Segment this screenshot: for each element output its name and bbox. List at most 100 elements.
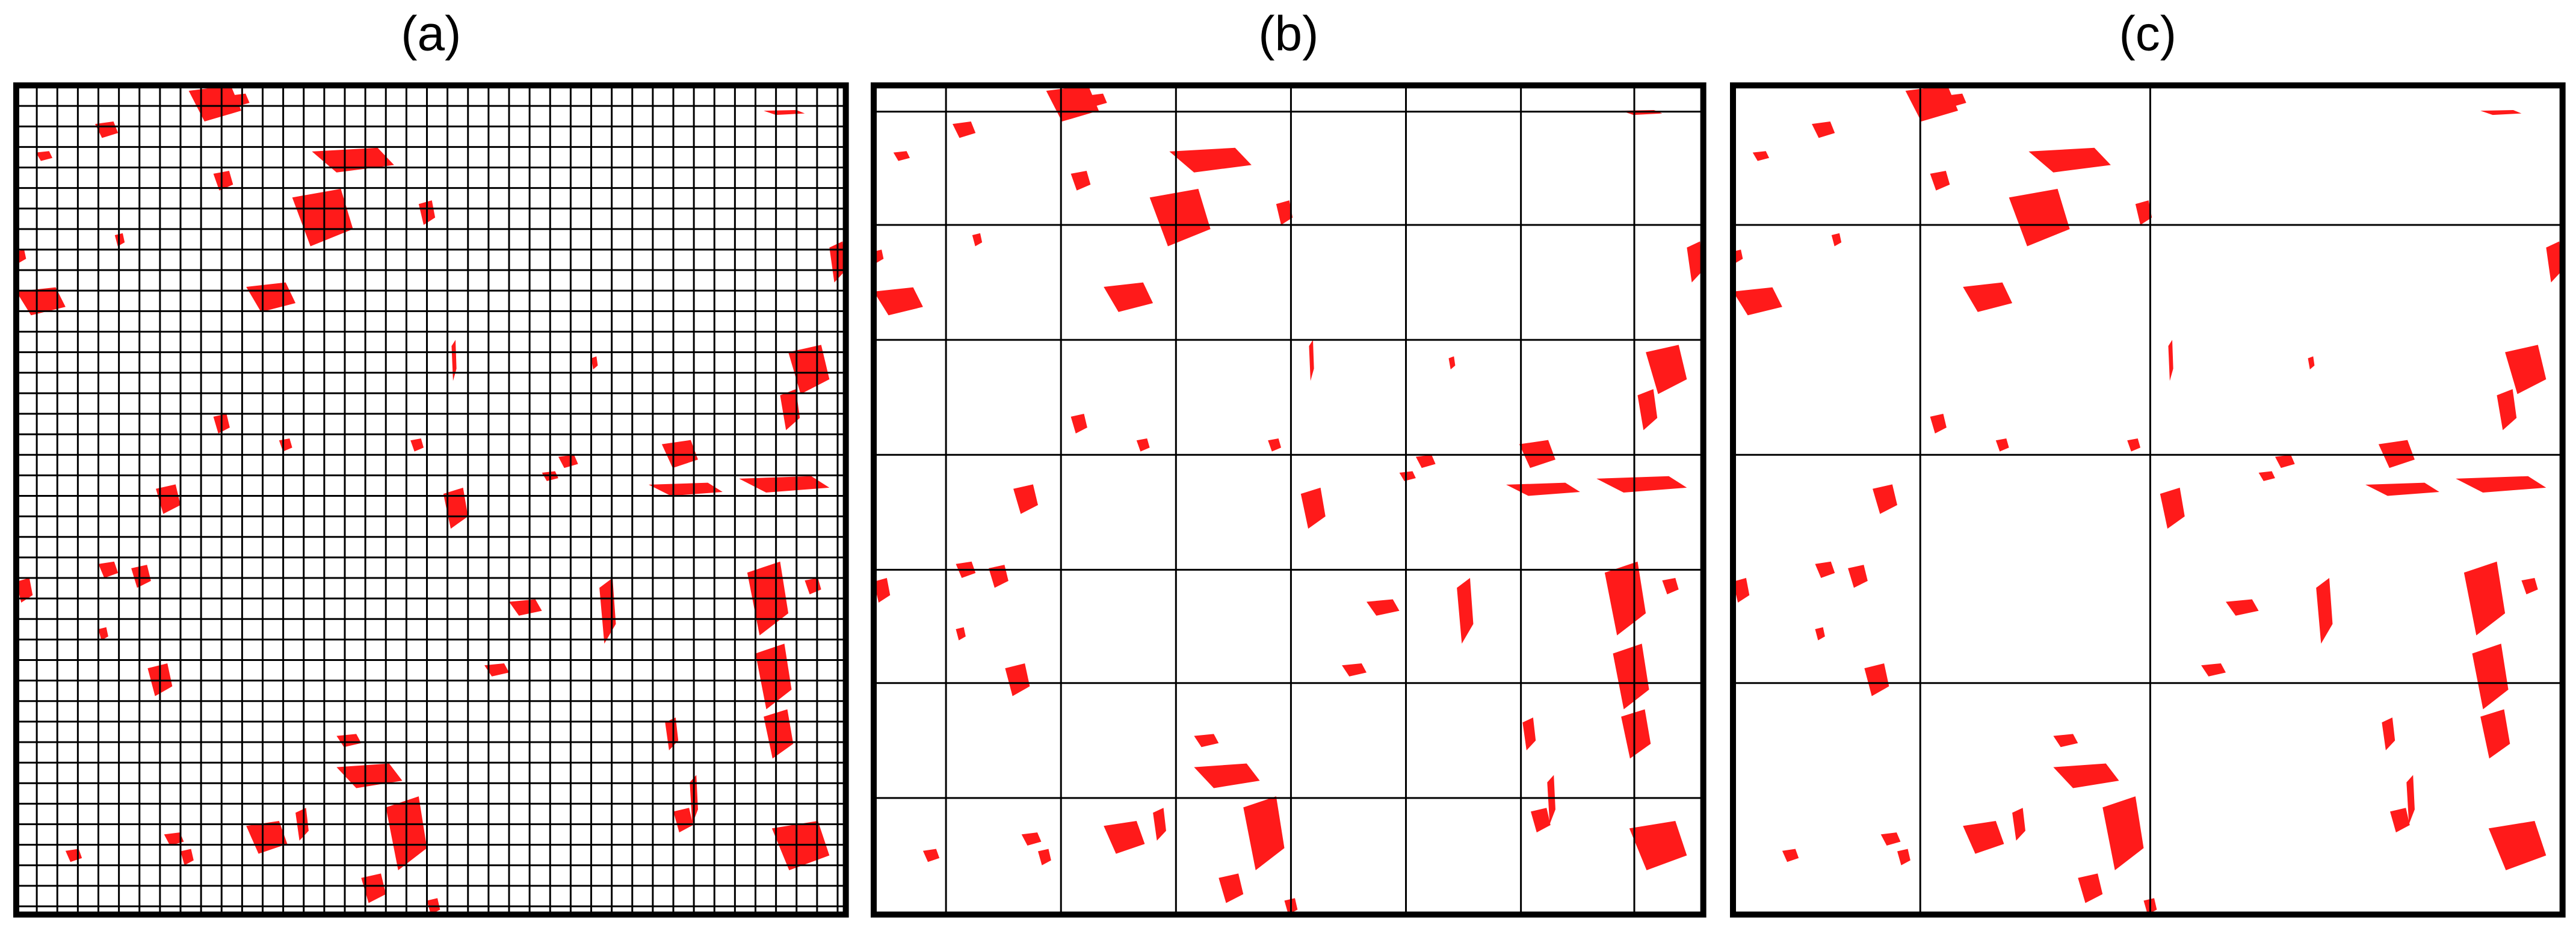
field-patch — [1963, 821, 2004, 854]
field-patch — [874, 578, 891, 603]
field-patch — [1194, 763, 1260, 788]
panel-background — [874, 85, 1703, 915]
field-patch — [2135, 200, 2152, 226]
panel-background — [1733, 85, 2563, 915]
field-patch — [1448, 356, 1456, 370]
field-patch — [558, 455, 578, 468]
field-patch — [1457, 578, 1474, 644]
panel-background — [16, 85, 846, 915]
field-patch — [1276, 200, 1293, 226]
field-patch — [336, 734, 362, 748]
panel-label: (c) — [2119, 7, 2177, 61]
panel-label: (b) — [1258, 7, 1318, 61]
field-patch — [1194, 734, 1219, 748]
field-patch — [2480, 709, 2510, 759]
field-patch — [1687, 241, 1703, 283]
field-patch — [98, 627, 108, 641]
field-patch — [2497, 389, 2517, 431]
field-patch — [1613, 644, 1649, 710]
field-patch — [2480, 109, 2522, 115]
field-patch — [956, 627, 966, 641]
panel-border — [1730, 82, 2566, 918]
field-patch — [410, 438, 424, 452]
field-patch — [922, 849, 940, 862]
field-patch — [1038, 849, 1051, 865]
field-patch — [2382, 717, 2395, 751]
field-patch — [2390, 808, 2410, 833]
field-patch — [2127, 438, 2141, 452]
field-patch — [780, 389, 800, 431]
field-patch — [1812, 121, 1835, 138]
field-patch — [2258, 471, 2275, 481]
field-patch — [1815, 561, 1835, 578]
field-patch — [2160, 487, 2185, 529]
field-patch — [1604, 561, 1646, 636]
field-patch — [509, 599, 542, 616]
field-patch — [1880, 832, 1901, 846]
panel: (a) — [13, 7, 849, 918]
field-patch — [1662, 578, 1679, 595]
field-patch — [484, 663, 509, 677]
panel-label: (a) — [401, 7, 461, 61]
field-patch — [181, 849, 194, 865]
field-patch — [292, 188, 353, 247]
field-patch — [1629, 821, 1687, 870]
field-patch — [2102, 796, 2144, 870]
field-patch — [739, 476, 830, 493]
field-patch — [1752, 151, 1770, 161]
field-patch — [1070, 170, 1091, 191]
field-patch — [156, 484, 181, 514]
field-patch — [1897, 849, 1910, 865]
field-patch — [1342, 663, 1367, 677]
field-patch — [1243, 796, 1285, 870]
field-patch — [874, 287, 923, 316]
field-patch — [1104, 821, 1145, 854]
field-patch — [1522, 717, 1536, 751]
field-patch — [1309, 340, 1314, 381]
field-patch — [2521, 578, 2538, 595]
field-patch — [764, 109, 805, 115]
field-patch — [1219, 873, 1244, 903]
field-patch — [1815, 627, 1825, 641]
field-patch — [2365, 482, 2439, 496]
field-patch — [312, 147, 394, 173]
field-patch — [2201, 663, 2226, 677]
field-patch — [2472, 644, 2509, 710]
field-patch — [2275, 455, 2295, 468]
field-patch — [1104, 282, 1154, 312]
field-patch — [2316, 578, 2333, 644]
field-patch — [1646, 345, 1687, 395]
field-patch — [591, 356, 598, 370]
field-patch — [2078, 873, 2103, 903]
field-patch — [229, 93, 250, 107]
field-patch — [131, 565, 151, 588]
field-patch — [2012, 808, 2025, 841]
field-patch — [1021, 832, 1042, 846]
field-patch — [164, 832, 184, 846]
field-patch — [36, 151, 53, 161]
field-patch — [1831, 233, 1842, 247]
field-patch — [1864, 663, 1889, 696]
field-patch — [1995, 438, 2009, 452]
field-patch — [1782, 849, 1799, 862]
field-patch — [1399, 471, 1416, 481]
panel: (b) — [871, 7, 1707, 918]
field-patch — [213, 170, 233, 191]
panel: (c) — [1730, 7, 2566, 918]
field-patch — [1149, 188, 1211, 247]
field-patch — [2488, 821, 2547, 870]
field-patch — [953, 121, 976, 138]
panel-border — [871, 82, 1707, 918]
field-patch — [2463, 561, 2506, 636]
field-patch — [2009, 188, 2070, 247]
field-patch — [16, 578, 33, 603]
field-patch — [1946, 93, 1966, 107]
field-patch — [361, 873, 386, 903]
field-patch — [1963, 282, 2013, 312]
field-patch — [1596, 476, 1687, 493]
panel-border — [13, 82, 849, 918]
field-patch — [1087, 93, 1107, 107]
field-patch — [2505, 345, 2547, 395]
field-patch — [1005, 663, 1030, 696]
field-patch — [1153, 808, 1166, 841]
